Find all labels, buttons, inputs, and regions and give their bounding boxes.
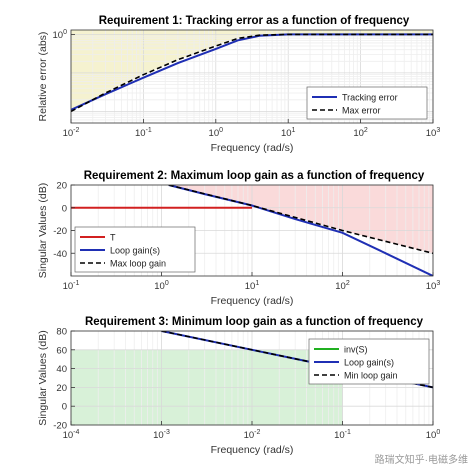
y-tick-label: 80	[56, 327, 67, 338]
legend-label: inv(S)	[344, 345, 368, 355]
x-tick-label: 102	[353, 127, 368, 139]
x-tick-label: 102	[335, 280, 350, 292]
y-tick-label: 40	[56, 364, 67, 375]
series-line-min-loop-gain	[161, 331, 433, 389]
y-tick-label: 100	[53, 29, 68, 41]
y-tick-label: 20	[56, 181, 67, 192]
legend-label: Max loop gain	[110, 259, 166, 269]
legend-label: Min loop gain	[344, 371, 398, 381]
x-axis-label: Frequency (rad/s)	[211, 142, 294, 154]
y-tick-label: 20	[56, 383, 67, 394]
chart-panel-1: 10-2 10-1 100 101 102 103 100 Requirement 1: Tr…	[37, 15, 440, 154]
y-tick-label: 60	[56, 345, 67, 356]
y-axis-label: Singular Values (dB)	[37, 183, 49, 279]
x-tick-label: 10-1	[334, 429, 351, 441]
shaded-region	[71, 30, 433, 112]
legend: inv(S) Loop gain(s) Min loop gain	[308, 338, 430, 385]
legend-label: T	[110, 233, 116, 243]
legend-label: Tracking error	[342, 93, 398, 103]
watermark: 路瑞文知乎·电磁多维	[374, 455, 468, 466]
x-tick-label: 101	[281, 127, 296, 139]
x-tick-label: 100	[209, 127, 224, 139]
legend: Tracking error Max error	[306, 86, 428, 120]
x-tick-label: 10-2	[244, 429, 261, 441]
x-tick-label: 10-2	[63, 127, 80, 139]
chart-title: Requirement 3: Minimum loop gain as a fu…	[85, 316, 424, 328]
x-tick-label: 103	[426, 127, 441, 139]
legend-label: Max error	[342, 106, 381, 116]
y-tick-label: 0	[62, 402, 67, 413]
x-tick-label: 100	[426, 429, 441, 441]
x-tick-label: 101	[245, 280, 260, 292]
legend: T Loop gain(s) Max loop gain	[74, 226, 196, 273]
x-tick-label: 10-1	[135, 127, 152, 139]
axes-box	[70, 29, 434, 124]
x-tick-label: 10-3	[153, 429, 170, 441]
x-tick-label: 103	[426, 280, 441, 292]
y-tick-label: 0	[62, 203, 67, 214]
y-tick-label: -20	[53, 421, 67, 432]
chart-panel-2: 10-1 100 101 102 103 20 0 -20 -40 Requirement 2: …	[37, 170, 440, 307]
series-line-max-error	[71, 33, 433, 113]
legend-label: Loop gain(s)	[110, 246, 160, 256]
x-tick-label: 10-1	[63, 280, 80, 292]
legend-box	[306, 86, 428, 120]
chart-title: Requirement 1: Tracking error as a funct…	[99, 15, 410, 27]
legend-label: Loop gain(s)	[344, 358, 394, 368]
x-axis-label: Frequency (rad/s)	[211, 295, 294, 307]
chart-title: Requirement 2: Maximum loop gain as a fu…	[84, 170, 425, 182]
chart-panel-3: 10-4 10-3 10-2 10-1 100 80 60 40 20 0 -20 Requireme…	[37, 316, 440, 456]
x-axis-label: Frequency (rad/s)	[211, 444, 294, 456]
y-tick-label: -20	[53, 226, 67, 237]
y-axis-label: Singular Values (dB)	[37, 330, 49, 426]
x-tick-label: 100	[154, 280, 169, 292]
y-axis-label: Relative error (abs)	[37, 32, 49, 122]
x-tick-label: 10-4	[63, 429, 80, 441]
series-line-max-loop-gain	[168, 185, 433, 255]
series-line-loop-gain-s-	[168, 185, 433, 276]
y-tick-label: -40	[53, 249, 67, 260]
